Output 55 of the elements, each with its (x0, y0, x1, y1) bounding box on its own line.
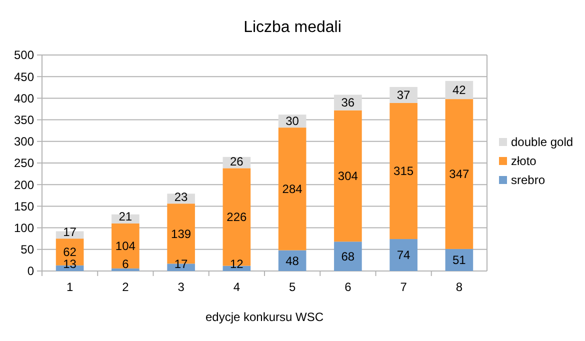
x-tick-label: 8 (456, 280, 463, 294)
y-tick-label: 200 (14, 178, 34, 192)
data-label: 226 (226, 210, 248, 224)
legend-label: srebro (511, 173, 546, 188)
y-tick-label: 350 (14, 113, 34, 127)
data-label: 68 (341, 250, 355, 264)
data-label: 139 (171, 226, 192, 241)
x-axis-title: edycje konkursu WSC (205, 310, 324, 324)
x-tick-label: 2 (122, 280, 130, 294)
y-tick-label: 150 (14, 199, 34, 214)
y-tick-label: 250 (14, 156, 34, 170)
data-label: 304 (338, 169, 358, 184)
data-label: 104 (115, 239, 136, 254)
y-tick-label: 400 (14, 91, 34, 106)
data-label: 51 (452, 253, 466, 268)
data-label: 347 (449, 167, 470, 182)
bar (222, 168, 251, 266)
bar (278, 128, 306, 250)
data-label: 74 (396, 248, 411, 262)
chart-title: Liczba medali (244, 19, 342, 36)
data-label: 42 (452, 83, 466, 98)
data-label: 6 (122, 257, 130, 272)
y-tick-label: 300 (14, 134, 34, 149)
data-label: 23 (174, 190, 188, 204)
bar (445, 99, 474, 249)
y-tick-label: 50 (20, 242, 34, 257)
bar (390, 239, 418, 271)
bar (112, 268, 140, 271)
y-tick-label: 0 (27, 264, 34, 278)
data-label: 48 (286, 254, 300, 268)
x-tick-label: 7 (400, 280, 408, 294)
y-tick-label: 450 (14, 70, 34, 84)
data-label: 36 (341, 96, 355, 110)
data-label: 26 (230, 154, 244, 168)
x-tick-label: 3 (178, 280, 185, 294)
data-label: 62 (63, 245, 77, 260)
bar (112, 223, 140, 268)
data-label: 315 (394, 164, 414, 178)
bar (445, 248, 474, 271)
legend-label: double gold (511, 135, 574, 150)
data-label: 284 (282, 182, 303, 196)
bar (334, 242, 362, 271)
x-tick-label: 5 (288, 280, 296, 294)
data-label: 21 (118, 210, 132, 224)
x-tick-label: 6 (344, 280, 352, 294)
bar (390, 102, 418, 240)
bar (334, 110, 362, 242)
x-tick-label: 4 (233, 280, 240, 294)
data-label: 30 (286, 114, 300, 128)
legend-label: złoto (511, 154, 537, 168)
x-tick-label: 1 (66, 280, 74, 294)
y-tick-label: 100 (14, 221, 34, 235)
data-label: 37 (396, 88, 411, 102)
y-tick-label: 500 (14, 48, 34, 62)
data-label: 17 (63, 224, 77, 239)
